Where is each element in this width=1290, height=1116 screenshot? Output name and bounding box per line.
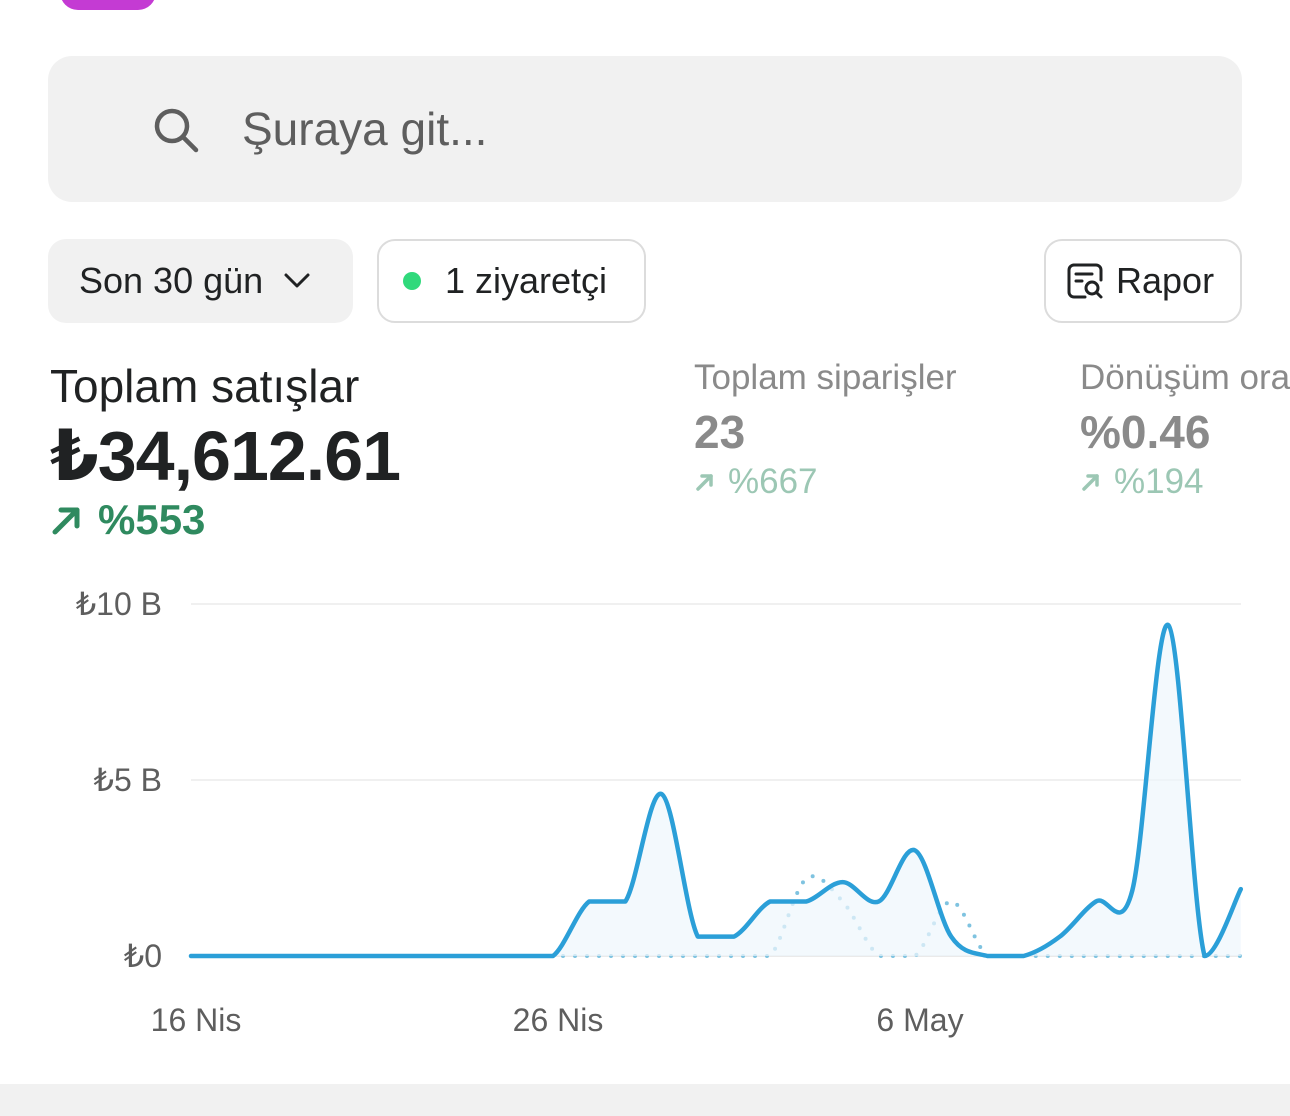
current-period-area	[191, 624, 1241, 956]
report-label: Rapor	[1116, 260, 1215, 301]
total-sales-value: ₺34,612.61	[50, 417, 401, 495]
arrow-up-right-icon	[1082, 474, 1099, 491]
chevron-down-icon	[284, 273, 310, 288]
total-orders-label: Toplam siparişler	[694, 358, 957, 397]
app-logo	[60, 0, 156, 10]
date-range-label: Son 30 gün	[79, 260, 264, 301]
conversion-rate-metric[interactable]: Dönüşüm oranı %0.46 %194	[1080, 356, 1290, 504]
report-icon	[1067, 263, 1103, 299]
total-sales-change: %553	[50, 494, 400, 546]
total-sales-label: Toplam satışlar	[50, 360, 360, 412]
x-axis-tick-label: 26 Nis	[513, 1002, 604, 1038]
conversion-rate-value: %0.46	[1080, 406, 1211, 458]
total-sales-metric[interactable]: Toplam satışlar ₺34,612.61 %553	[50, 358, 401, 546]
visitors-label: 1 ziyaretçi	[445, 260, 608, 301]
green-dot-icon	[403, 272, 421, 290]
arrow-up-right-icon	[696, 474, 713, 491]
x-axis-tick-label: 16 Nis	[151, 1002, 242, 1038]
date-range-selector[interactable]: Son 30 gün	[48, 239, 353, 323]
search-input[interactable]	[242, 96, 1142, 162]
total-orders-metric[interactable]: Toplam siparişler 23 %667	[694, 356, 957, 504]
total-orders-value: 23	[694, 406, 746, 458]
conversion-rate-change: %194	[1080, 460, 1290, 504]
bottom-bar	[0, 1084, 1290, 1116]
x-axis-tick-label: 6 May	[876, 1002, 963, 1038]
search-bar[interactable]	[48, 56, 1242, 202]
y-axis-tick-label: ₺0	[124, 938, 162, 974]
sales-chart-svg: ₺0 ₺5 B ₺10 B 16 Nis 26 Nis 6 May	[76, 586, 1244, 1038]
total-orders-change-value: %667	[728, 462, 818, 501]
current-period-line	[188, 622, 1244, 959]
conversion-rate-label: Dönüşüm oranı	[1080, 358, 1290, 397]
search-icon	[154, 108, 199, 153]
report-button[interactable]: Rapor	[1044, 239, 1242, 323]
sales-chart[interactable]: ₺0 ₺5 B ₺10 B 16 Nis 26 Nis 6 May	[0, 570, 1290, 1070]
conversion-rate-change-value: %194	[1114, 462, 1204, 501]
total-sales-change-value: %553	[98, 496, 206, 543]
y-axis-tick-label: ₺5 B	[94, 762, 162, 798]
live-visitors-button[interactable]: 1 ziyaretçi	[377, 239, 646, 323]
arrow-up-right-icon	[52, 507, 80, 535]
total-orders-change: %667	[694, 460, 957, 504]
y-axis-tick-label: ₺10 B	[76, 586, 162, 622]
